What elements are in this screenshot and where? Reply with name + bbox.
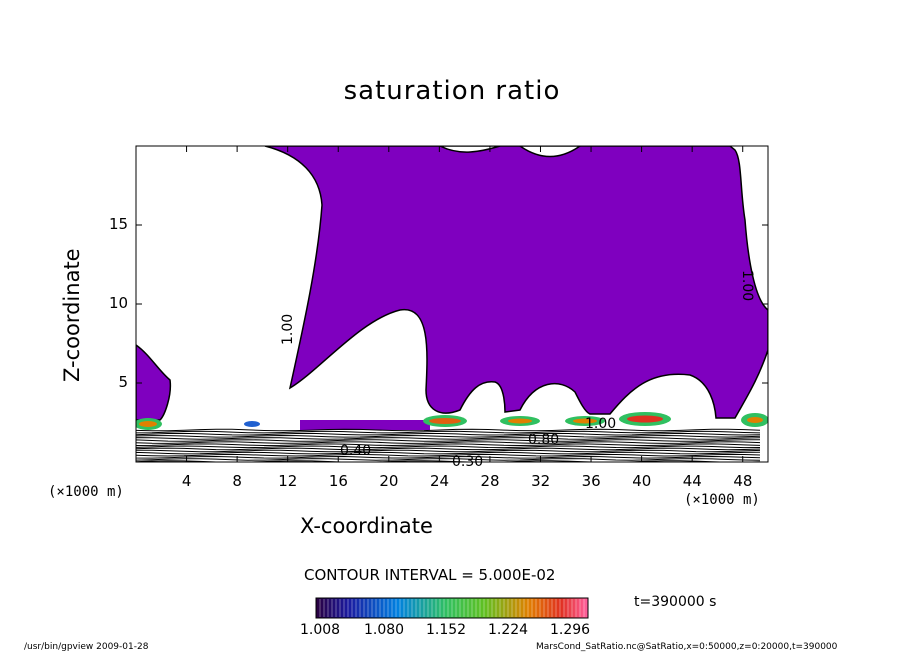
contour-line bbox=[136, 447, 761, 451]
contour-line bbox=[136, 432, 761, 436]
contour-label: 1.00 bbox=[280, 314, 296, 345]
x-tick-label: 40 bbox=[632, 472, 652, 490]
footer-right: MarsCond_SatRatio.nc@SatRatio,x=0:50000,… bbox=[536, 642, 838, 652]
contour-lines bbox=[136, 428, 761, 462]
colorbar-label: 1.296 bbox=[550, 622, 591, 638]
contour-line bbox=[136, 430, 761, 434]
contour-label: 1.00 bbox=[585, 416, 616, 432]
contour-label: 0.40 bbox=[340, 443, 371, 459]
x-unit-right: (×1000 m) bbox=[684, 492, 760, 508]
contour-line bbox=[136, 455, 761, 459]
x-tick-label: 44 bbox=[682, 472, 702, 490]
footer-left: /usr/bin/gpview 2009-01-28 bbox=[24, 642, 149, 652]
x-tick-label: 32 bbox=[531, 472, 551, 490]
colorbar-label: 1.224 bbox=[488, 622, 529, 638]
saturated-region bbox=[264, 146, 768, 419]
contour-line bbox=[136, 460, 761, 462]
chart-title: saturation ratio bbox=[343, 76, 561, 106]
contour-label: 1.00 bbox=[739, 270, 755, 301]
time-text: t=390000 s bbox=[634, 594, 717, 610]
x-tick-label: 36 bbox=[581, 472, 601, 490]
y-tick-label: 10 bbox=[109, 294, 129, 312]
colorbar bbox=[315, 597, 589, 619]
contour-line bbox=[136, 437, 761, 440]
colorbar-label: 1.080 bbox=[364, 622, 405, 638]
contour-line bbox=[136, 445, 761, 449]
x-tick-label: 4 bbox=[181, 472, 192, 490]
contour-line bbox=[136, 439, 761, 442]
contour-line bbox=[136, 428, 761, 432]
contour-label: 0.80 bbox=[528, 432, 559, 448]
contour-line bbox=[136, 443, 761, 447]
y-tick-label: 15 bbox=[109, 215, 129, 233]
x-unit-left: (×1000 m) bbox=[48, 484, 124, 500]
contour-line bbox=[136, 458, 761, 461]
x-tick-label: 48 bbox=[733, 472, 753, 490]
x-tick-label: 16 bbox=[328, 472, 348, 490]
x-tick-label: 8 bbox=[232, 472, 242, 490]
x-tick-label: 20 bbox=[379, 472, 399, 490]
y-tick-label: 5 bbox=[118, 373, 129, 391]
contour-label: 0.30 bbox=[452, 454, 483, 470]
contour-line bbox=[136, 441, 761, 444]
colorbar-label: 1.008 bbox=[300, 622, 341, 638]
x-tick-label: 12 bbox=[278, 472, 298, 490]
contour-interval-text: CONTOUR INTERVAL = 5.000E-02 bbox=[304, 566, 556, 584]
supersaturated-band bbox=[136, 412, 768, 430]
contour-line bbox=[136, 434, 761, 438]
x-tick-label: 24 bbox=[429, 472, 450, 490]
contour-line bbox=[136, 451, 761, 455]
contour-line bbox=[136, 449, 761, 453]
y-axis-label: Z-coordinate bbox=[60, 248, 84, 382]
x-tick-label: 28 bbox=[480, 472, 500, 490]
contour-line bbox=[136, 453, 761, 457]
x-axis-label: X-coordinate bbox=[300, 514, 433, 538]
colorbar-label: 1.152 bbox=[426, 622, 467, 638]
